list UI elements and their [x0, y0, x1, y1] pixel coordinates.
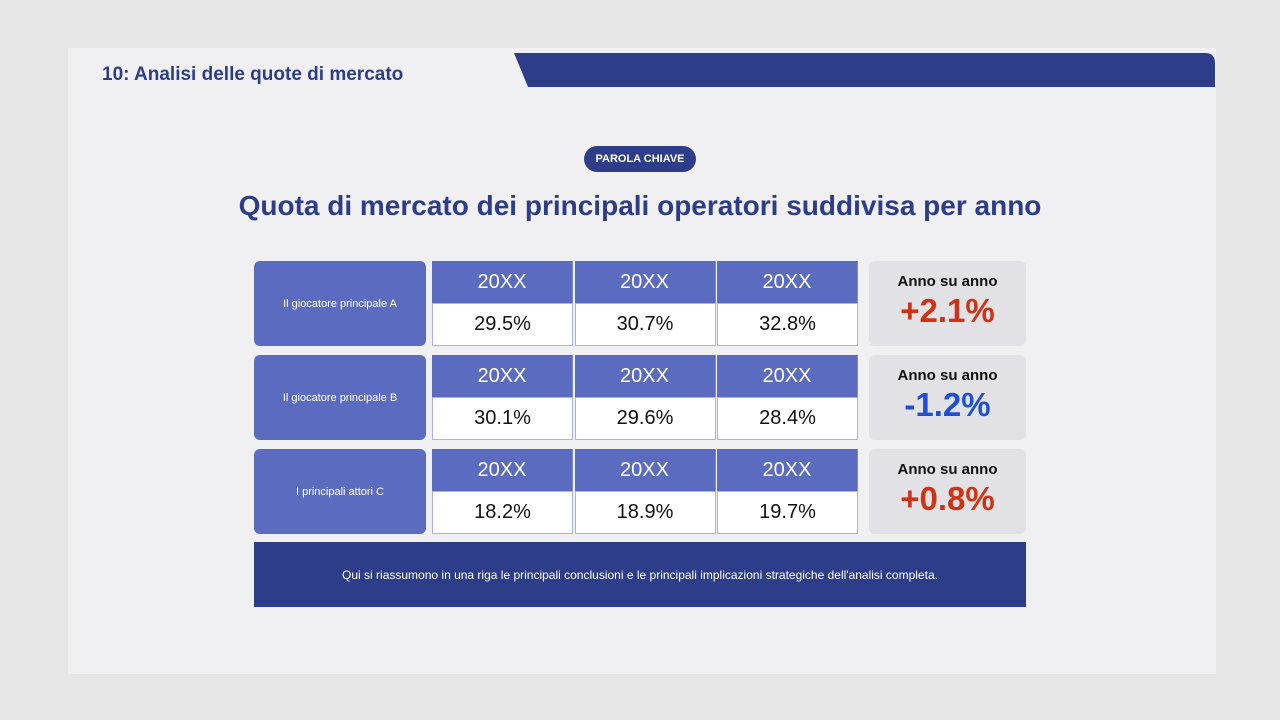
yoy-value: +0.8% — [900, 480, 995, 517]
year-cell: 20XX — [574, 355, 716, 397]
yoy-box: Anno su anno +2.1% — [869, 261, 1026, 346]
row-label: I principali attori C — [254, 449, 426, 534]
year-cell: 20XX — [717, 261, 858, 303]
value-cell: 28.4% — [717, 397, 858, 440]
keyword-pill: PAROLA CHIAVE — [584, 146, 696, 172]
year-cell: 20XX — [574, 261, 716, 303]
year-cell: 20XX — [432, 449, 573, 491]
row-label: Il giocatore principale B — [254, 355, 426, 440]
value-cell: 18.2% — [432, 491, 573, 534]
row-label: Il giocatore principale A — [254, 261, 426, 346]
year-cell: 20XX — [432, 355, 573, 397]
year-cell: 20XX — [574, 449, 716, 491]
year-cell: 20XX — [717, 355, 858, 397]
value-cell: 19.7% — [717, 491, 858, 534]
yoy-label: Anno su anno — [897, 461, 998, 478]
value-cell: 30.1% — [432, 397, 573, 440]
value-cell: 18.9% — [574, 491, 716, 534]
year-cell: 20XX — [432, 261, 573, 303]
yoy-box: Anno su anno +0.8% — [869, 449, 1026, 534]
yoy-box: Anno su anno -1.2% — [869, 355, 1026, 440]
value-cell: 29.6% — [574, 397, 716, 440]
header-band — [514, 53, 1215, 87]
value-cell: 32.8% — [717, 303, 858, 346]
value-cell: 30.7% — [574, 303, 716, 346]
yoy-label: Anno su anno — [897, 367, 998, 384]
yoy-value: -1.2% — [904, 386, 991, 423]
yoy-value: +2.1% — [900, 292, 995, 329]
heading: Quota di mercato dei principali operator… — [238, 190, 1042, 221]
year-cell: 20XX — [717, 449, 858, 491]
summary: Qui si riassumono in una riga le princip… — [254, 542, 1026, 607]
header-title: 10: Analisi delle quote di mercato — [102, 64, 404, 85]
value-cell: 29.5% — [432, 303, 573, 346]
yoy-label: Anno su anno — [897, 273, 998, 290]
